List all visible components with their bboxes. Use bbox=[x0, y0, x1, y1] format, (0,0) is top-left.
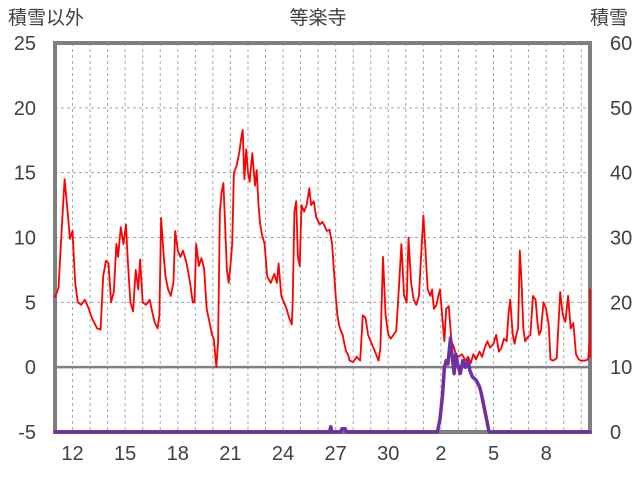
right-axis-title: 積雪 bbox=[590, 7, 628, 29]
x-tick-label: 15 bbox=[114, 443, 136, 465]
x-tick-label: 12 bbox=[61, 443, 83, 465]
left-tick-label: 25 bbox=[14, 33, 36, 55]
x-tick-label: 21 bbox=[219, 443, 241, 465]
right-tick-label: 60 bbox=[610, 33, 632, 55]
chart-title: 等楽寺 bbox=[289, 7, 346, 29]
left-axis-title: 積雪以外 bbox=[8, 7, 84, 29]
x-tick-label: 30 bbox=[377, 443, 399, 465]
gridlines bbox=[55, 43, 590, 432]
left-tick-label: 0 bbox=[25, 357, 36, 379]
other-series-line bbox=[54, 128, 591, 369]
right-axis-ticks: 60 50 40 30 20 10 0 bbox=[610, 33, 632, 444]
x-tick-label: 5 bbox=[488, 443, 499, 465]
right-tick-label: 30 bbox=[610, 228, 632, 250]
left-tick-label: 15 bbox=[14, 163, 36, 185]
right-tick-label: 40 bbox=[610, 163, 632, 185]
x-tick-label: 27 bbox=[325, 443, 347, 465]
x-tick-label: 18 bbox=[167, 443, 189, 465]
left-tick-label: -5 bbox=[18, 422, 36, 444]
series-layer bbox=[53, 128, 592, 434]
left-tick-label: 20 bbox=[14, 98, 36, 120]
left-tick-label: 10 bbox=[14, 228, 36, 250]
x-axis-ticks: 12 15 18 21 24 27 30 2 5 8 bbox=[61, 443, 551, 465]
right-tick-label: 20 bbox=[610, 292, 632, 314]
right-tick-label: 50 bbox=[610, 98, 632, 120]
left-tick-label: 5 bbox=[25, 292, 36, 314]
right-tick-label: 10 bbox=[610, 357, 632, 379]
snow-depth-series-line bbox=[53, 336, 592, 434]
x-tick-label: 2 bbox=[435, 443, 446, 465]
left-axis-ticks: 25 20 15 10 5 0 -5 bbox=[14, 33, 36, 444]
right-tick-label: 0 bbox=[610, 422, 621, 444]
x-tick-label: 8 bbox=[541, 443, 552, 465]
x-tick-label: 24 bbox=[272, 443, 294, 465]
